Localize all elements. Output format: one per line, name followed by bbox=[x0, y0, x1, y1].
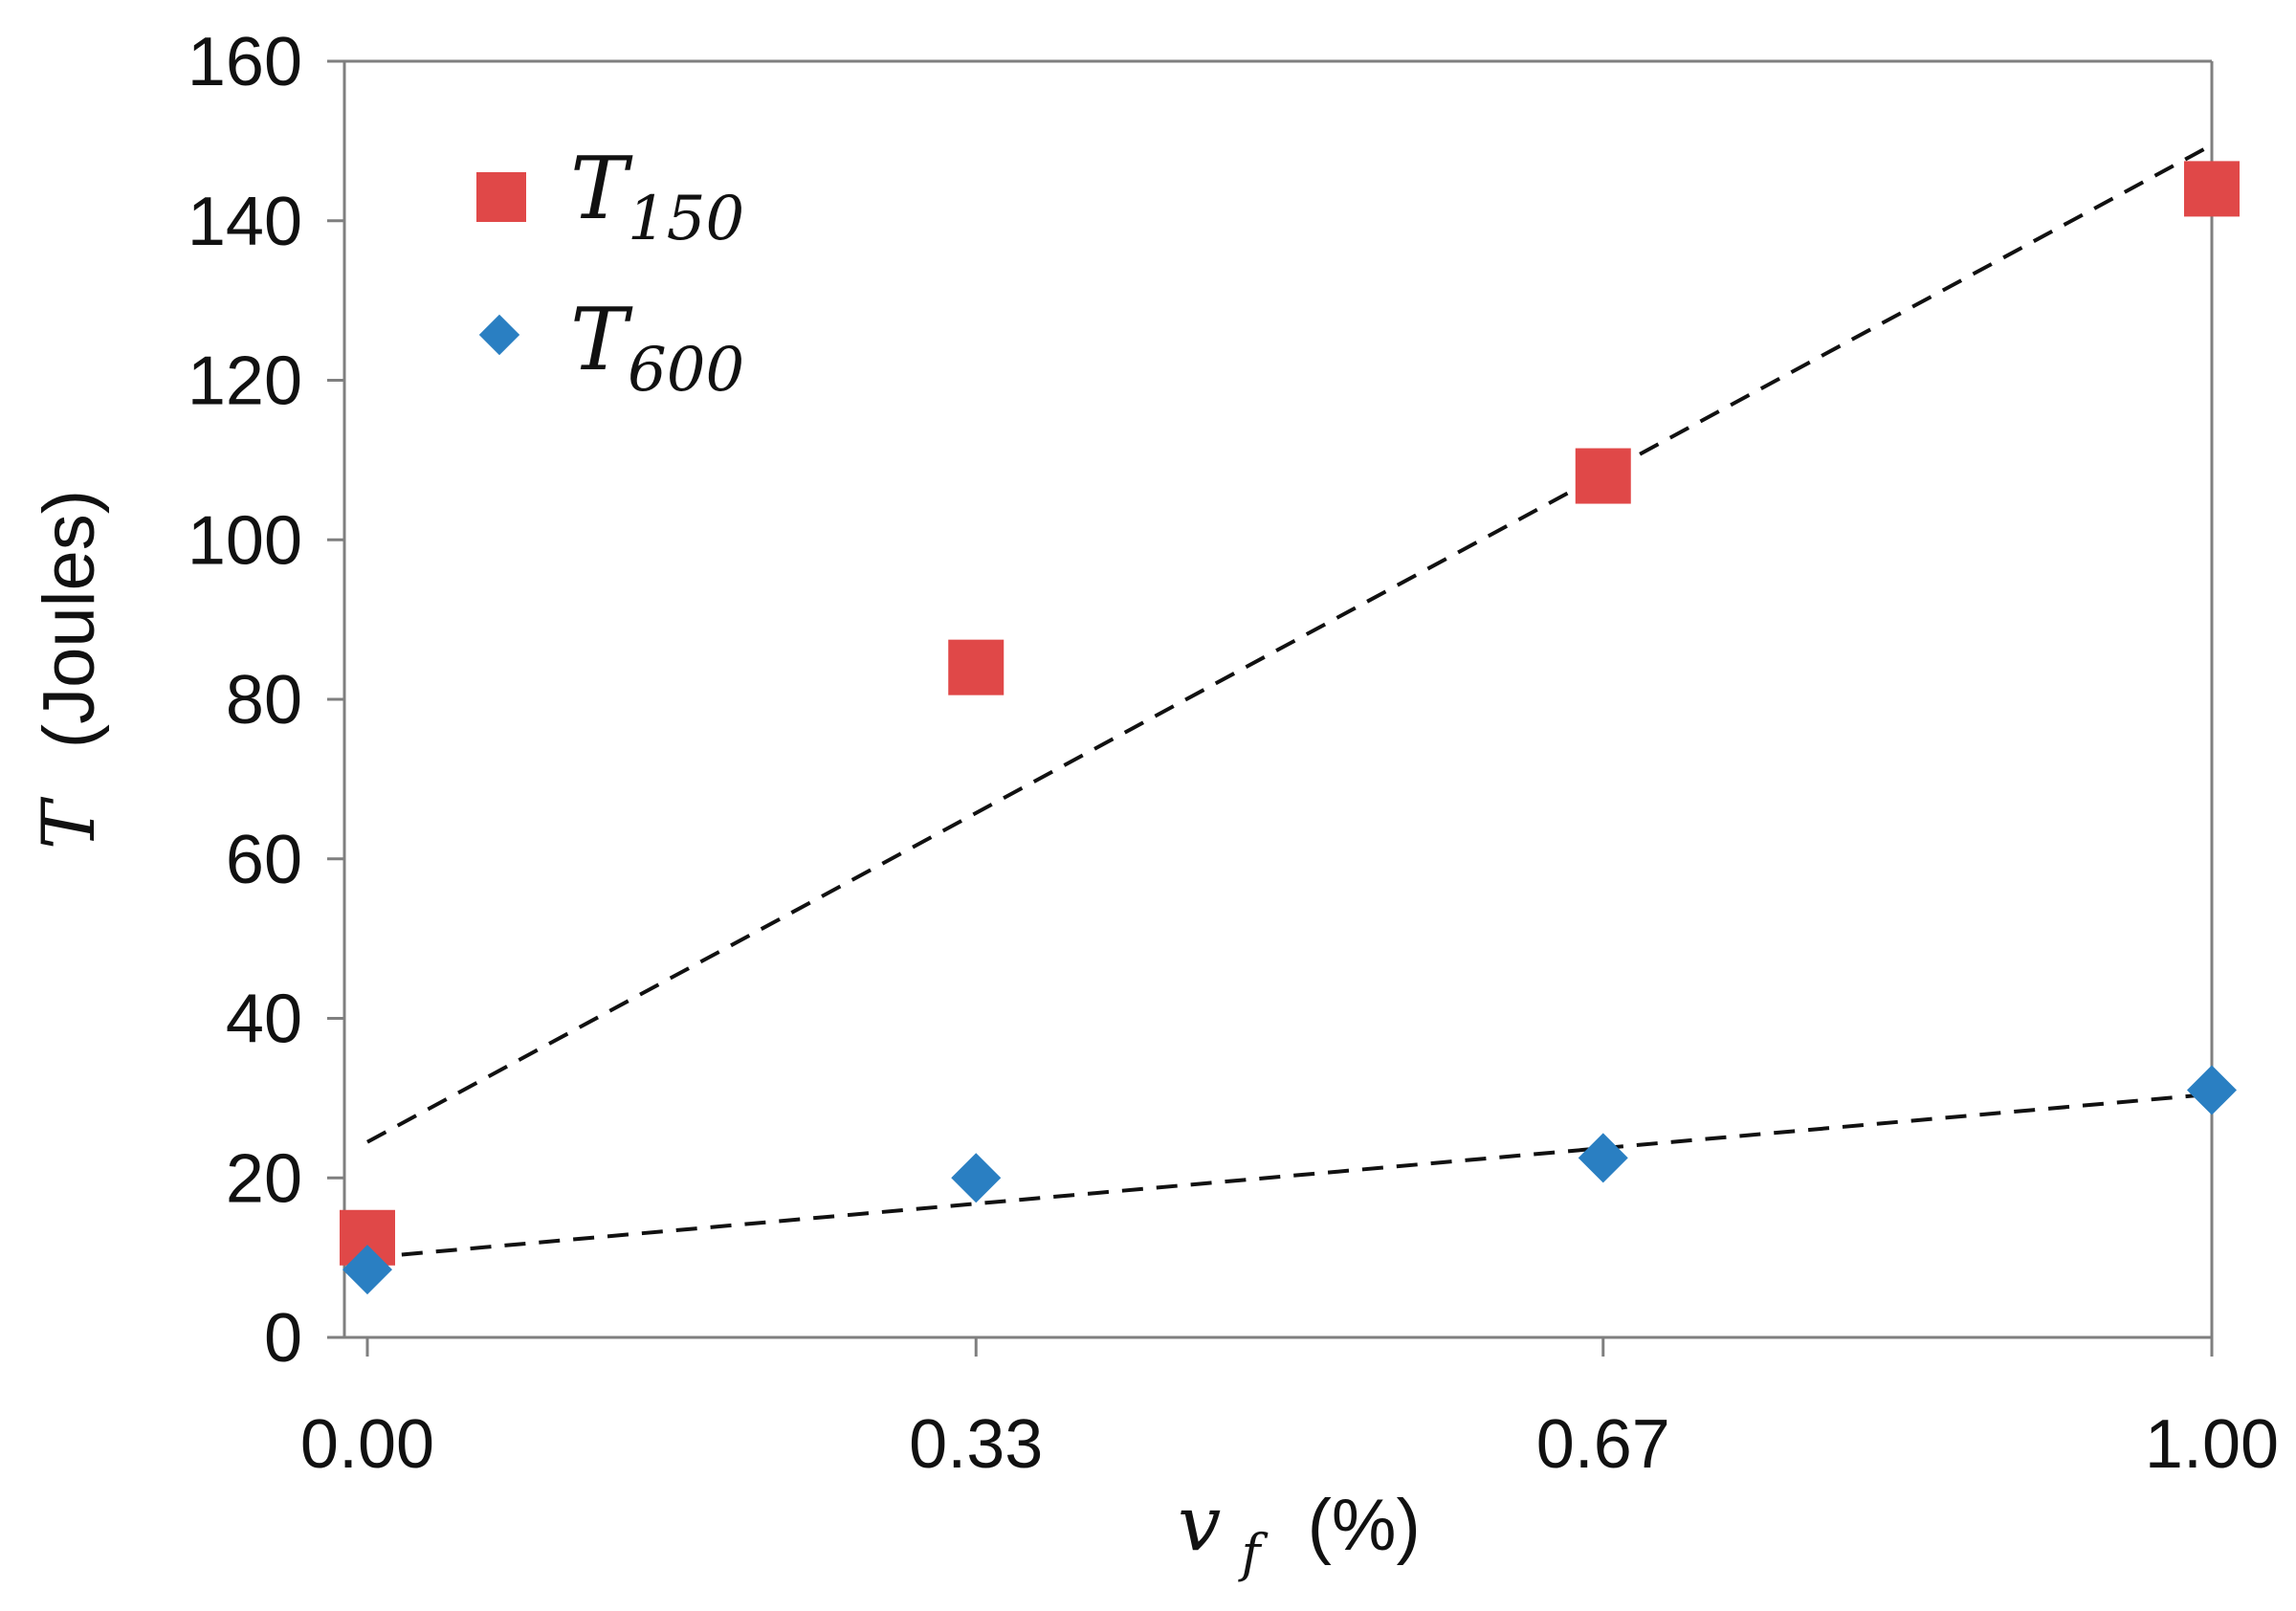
plot-area bbox=[342, 59, 2214, 1339]
x-axis-ticks: 0.00 0.33 0.67 1.00 bbox=[300, 1337, 2279, 1483]
legend-marker-square bbox=[476, 172, 526, 222]
point-t150 bbox=[948, 639, 1004, 695]
x-axis-unit: (%) bbox=[1308, 1485, 1421, 1566]
legend: T150 T600 bbox=[476, 139, 744, 406]
legend-label-t600-sub: 600 bbox=[628, 335, 744, 406]
legend-item-t150: T150 bbox=[476, 139, 744, 254]
point-t150 bbox=[1575, 448, 1631, 504]
x-axis-label: v f (%) bbox=[1178, 1479, 1421, 1587]
x-axis-subscript: f bbox=[1238, 1523, 1269, 1583]
legend-label-t600: T600 bbox=[570, 290, 744, 406]
point-t600 bbox=[951, 1153, 1002, 1203]
x-tick-label: 0.33 bbox=[909, 1406, 1043, 1483]
y-tick-label: 40 bbox=[226, 982, 302, 1058]
point-t600 bbox=[1578, 1133, 1628, 1183]
legend-label-t150-sub: 150 bbox=[628, 184, 744, 254]
trendline-t600 bbox=[366, 1092, 2213, 1260]
point-t600 bbox=[2187, 1065, 2237, 1115]
y-axis-label: T (Joules) bbox=[26, 490, 111, 850]
y-axis-ticks: 0 20 40 60 80 100 120 140 160 bbox=[188, 24, 344, 1377]
data-markers bbox=[340, 161, 2240, 1295]
y-tick-label: 120 bbox=[188, 343, 302, 420]
legend-label-t150: T150 bbox=[570, 139, 744, 254]
y-tick-label: 20 bbox=[226, 1140, 302, 1217]
legend-item-t600: T600 bbox=[478, 290, 744, 406]
legend-label-t150-main: T bbox=[570, 139, 633, 239]
y-tick-label: 160 bbox=[188, 24, 302, 100]
x-tick-label: 0.67 bbox=[1536, 1406, 1670, 1483]
trendline-t150 bbox=[366, 143, 2213, 1144]
y-tick-label: 100 bbox=[188, 502, 302, 579]
legend-marker-diamond bbox=[478, 314, 520, 356]
point-t600 bbox=[342, 1245, 392, 1295]
trendlines bbox=[366, 143, 2213, 1260]
legend-label-t600-main: T bbox=[570, 290, 633, 390]
y-tick-label: 140 bbox=[188, 184, 302, 260]
y-tick-label: 0 bbox=[264, 1300, 302, 1377]
x-tick-label: 0.00 bbox=[300, 1406, 434, 1483]
point-t150 bbox=[2184, 161, 2240, 217]
y-axis-unit: (Joules) bbox=[29, 490, 110, 748]
y-axis-symbol: T bbox=[26, 796, 111, 850]
y-tick-label: 80 bbox=[226, 662, 302, 739]
y-tick-label: 60 bbox=[226, 822, 302, 898]
x-axis-symbol: v bbox=[1178, 1479, 1221, 1568]
x-tick-label: 1.00 bbox=[2145, 1406, 2279, 1483]
